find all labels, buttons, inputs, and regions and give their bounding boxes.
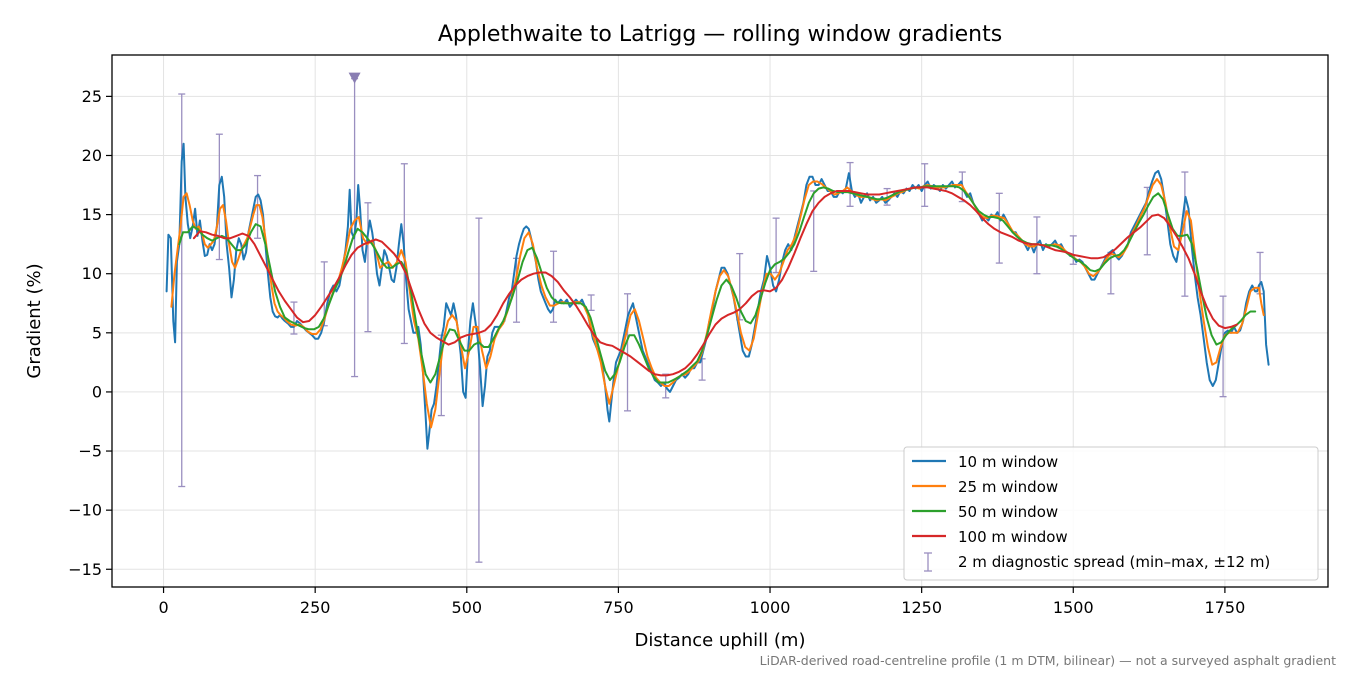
x-tick-label: 1000: [750, 598, 791, 617]
clipped-marker-triangle: [348, 72, 361, 84]
series-line-2: [178, 185, 1257, 384]
error-bar: [475, 217, 483, 563]
x-tick-label: 0: [158, 598, 168, 617]
y-axis-label: Gradient (%): [24, 263, 45, 378]
y-tick-label: −5: [78, 442, 102, 461]
x-tick-label: 500: [452, 598, 483, 617]
footnote: LiDAR-derived road-centreline profile (1…: [760, 653, 1336, 668]
y-tick-label: −10: [68, 501, 102, 520]
y-tick-label: 20: [82, 146, 102, 165]
y-tick-label: 5: [92, 323, 102, 342]
legend-label-100m: 100 m window: [958, 528, 1068, 546]
legend-label-error-bars: 2 m diagnostic spread (min–max, ±12 m): [958, 553, 1270, 571]
error-bar: [810, 190, 818, 272]
error-bar: [995, 192, 1003, 264]
error-bar: [624, 293, 632, 412]
axis-ticks: 0 250 500 750 1000 1250 1500 1750 −15 −10 −5 0 5 10 15…: [68, 87, 1245, 617]
chart-title: Applethwaite to Latrigg — rolling window…: [438, 22, 1002, 47]
y-tick-label: 0: [92, 382, 102, 401]
plot-area-frame: [111, 54, 1329, 588]
x-tick-label: 250: [300, 598, 331, 617]
error-bar: [290, 301, 298, 335]
legend-swatch-error-bar: [924, 552, 932, 572]
error-bar: [550, 250, 558, 323]
x-tick-label: 1750: [1205, 598, 1246, 617]
legend-label-10m: 10 m window: [958, 453, 1058, 471]
legend-label-50m: 50 m window: [958, 503, 1058, 521]
error-bar: [1219, 295, 1227, 398]
legend-box: [903, 446, 1319, 581]
legend: 10 m window 25 m window 50 m window 100 …: [903, 446, 1319, 581]
error-bar: [1069, 235, 1077, 265]
error-bar: [587, 294, 595, 312]
legend-label-25m: 25 m window: [958, 478, 1058, 496]
series-lines: [165, 142, 1270, 450]
series-line-1: [170, 178, 1265, 429]
error-bar: [1181, 171, 1189, 297]
x-tick-label: 1500: [1053, 598, 1094, 617]
error-bar: [364, 202, 372, 333]
x-tick-label: 750: [603, 598, 634, 617]
y-tick-label: 15: [82, 205, 102, 224]
y-tick-label: 25: [82, 87, 102, 106]
y-tick-label: −15: [68, 560, 102, 579]
x-tick-label: 1250: [901, 598, 942, 617]
x-axis-label: Distance uphill (m): [635, 630, 806, 651]
series-line-3: [192, 186, 1238, 377]
y-tick-label: 10: [82, 264, 102, 283]
error-bar: [254, 174, 262, 239]
